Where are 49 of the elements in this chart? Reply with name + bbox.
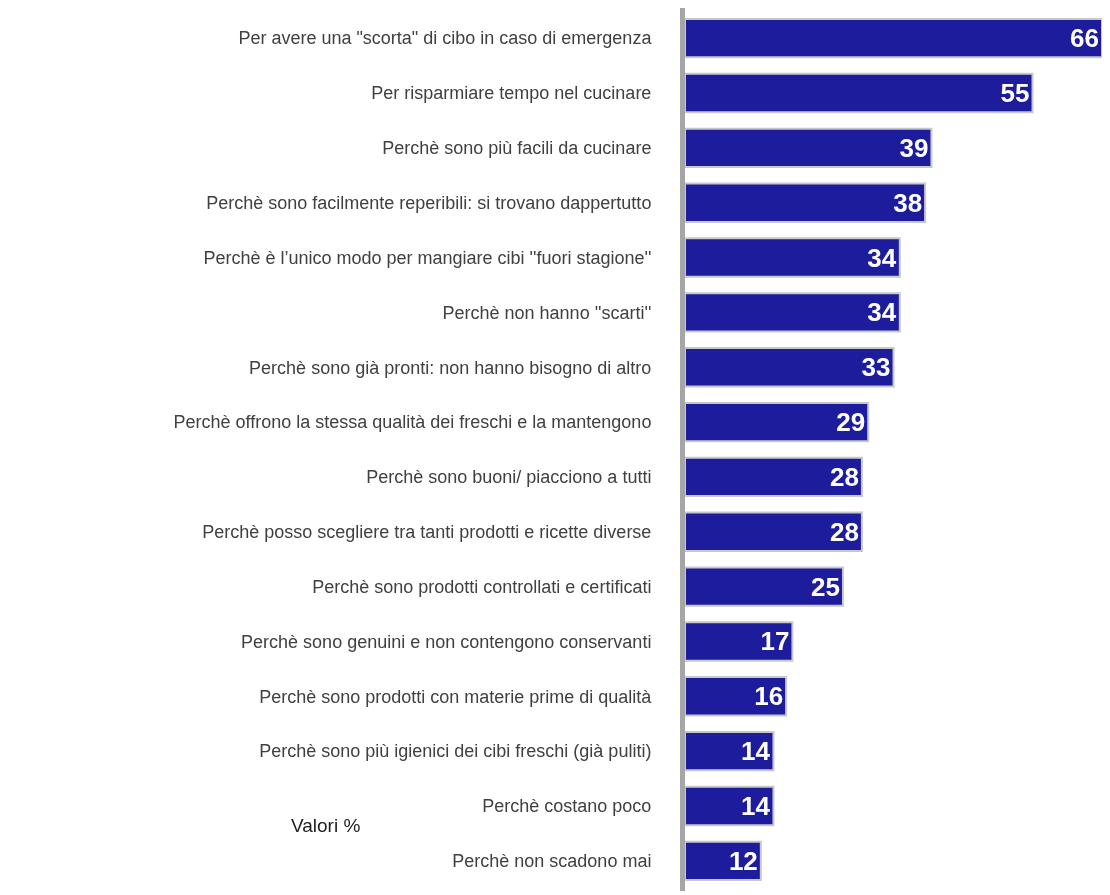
data-label: 16 [754, 681, 784, 712]
bar [685, 511, 863, 552]
data-label: 25 [811, 571, 840, 602]
bar [685, 347, 895, 388]
y-tick-label: Per risparmiare tempo nel cucinare [371, 83, 652, 104]
data-label: 34 [867, 297, 897, 328]
bar [685, 456, 863, 498]
data-label: 29 [836, 407, 866, 438]
y-tick-label: Perchè è l’unico modo per mangiare cibi ''fuori stagione'' [203, 247, 652, 268]
y-tick-label: Perchè non hanno ''scarti'' [442, 302, 652, 323]
y-tick-label: Perchè sono più igienici dei cibi freschi (già puliti) [259, 741, 652, 762]
y-tick-label: Perchè sono più facili da cucinare [382, 138, 652, 159]
y-tick-label: Perchè sono genuini e non contengono conservanti [241, 631, 652, 652]
y-tick-label: Perchè sono buoni/ piacciono a tutti [366, 467, 652, 488]
bar [685, 785, 775, 827]
bar [685, 401, 870, 443]
bar [685, 730, 775, 772]
data-label: 14 [740, 736, 771, 767]
data-label: 28 [829, 516, 859, 547]
data-label: 39 [899, 132, 929, 163]
data-label: 33 [861, 352, 891, 383]
data-label: 38 [893, 187, 923, 218]
bar [685, 72, 1034, 114]
bar [685, 292, 901, 333]
data-label: 17 [760, 626, 790, 657]
bar [685, 182, 927, 223]
y-tick-label: Per avere una "scorta" di cibo in caso di emergenza [238, 28, 653, 49]
y-tick-label: Perchè costano poco [482, 796, 652, 817]
data-label: 34 [867, 242, 897, 273]
bar [685, 127, 933, 169]
data-label: 12 [728, 845, 758, 876]
y-tick-label: Perchè posso scegliere tra tanti prodotti e ricette diverse [202, 522, 652, 543]
data-label: 14 [740, 790, 771, 821]
bar [685, 566, 844, 607]
bar [685, 676, 788, 717]
bar [685, 621, 794, 662]
bar [685, 237, 901, 278]
y-tick-label: Perchè sono già pronti: non hanno bisogno di altro [249, 357, 652, 378]
bar [685, 17, 1102, 59]
text: Valori % [291, 815, 361, 836]
y-tick-label: Perchè sono prodotti con materie prime di qualità [259, 686, 653, 707]
data-label: 66 [1070, 23, 1099, 54]
y-tick-label: Perchè sono prodotti controllati e certificati [312, 576, 652, 597]
bar [685, 840, 762, 882]
y-tick-label: Perchè offrono la stessa qualità dei freschi e la mantengono [173, 412, 652, 433]
data-label: 28 [829, 461, 859, 492]
y-tick-label: Perchè sono facilmente reperibili: si trovano dappertutto [206, 193, 652, 213]
y-tick-label: Perchè non scadono mai [452, 851, 652, 872]
data-label: 55 [1000, 78, 1030, 108]
